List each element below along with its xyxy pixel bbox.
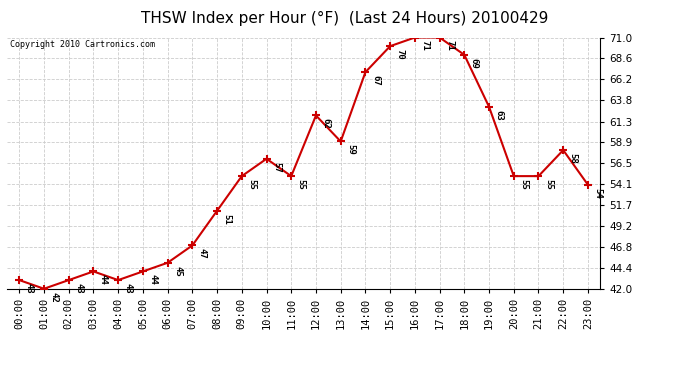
Text: 55: 55 xyxy=(544,179,553,190)
Text: 42: 42 xyxy=(50,291,59,302)
Text: 57: 57 xyxy=(272,162,281,172)
Text: 44: 44 xyxy=(148,274,157,285)
Text: 43: 43 xyxy=(25,283,34,294)
Text: 45: 45 xyxy=(173,266,182,276)
Text: 59: 59 xyxy=(346,144,355,155)
Text: 55: 55 xyxy=(520,179,529,190)
Text: 55: 55 xyxy=(297,179,306,190)
Text: 67: 67 xyxy=(371,75,380,86)
Text: 55: 55 xyxy=(247,179,257,190)
Text: 71: 71 xyxy=(445,40,454,51)
Text: 71: 71 xyxy=(420,40,429,51)
Text: 54: 54 xyxy=(593,188,602,198)
Text: 44: 44 xyxy=(99,274,108,285)
Text: Copyright 2010 Cartronics.com: Copyright 2010 Cartronics.com xyxy=(10,40,155,49)
Text: THSW Index per Hour (°F)  (Last 24 Hours) 20100429: THSW Index per Hour (°F) (Last 24 Hours)… xyxy=(141,11,549,26)
Text: 43: 43 xyxy=(75,283,83,294)
Text: 58: 58 xyxy=(569,153,578,164)
Text: 70: 70 xyxy=(395,49,405,60)
Text: 69: 69 xyxy=(470,58,479,68)
Text: 43: 43 xyxy=(124,283,132,294)
Text: 63: 63 xyxy=(495,110,504,120)
Text: 51: 51 xyxy=(223,213,232,224)
Text: 47: 47 xyxy=(198,248,207,259)
Text: 62: 62 xyxy=(322,118,331,129)
